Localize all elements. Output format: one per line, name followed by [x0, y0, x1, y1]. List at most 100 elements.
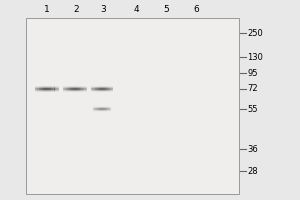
Bar [100, 91, 101, 92]
Bar [104, 87, 105, 88]
Bar [46, 89, 47, 90]
Bar [110, 86, 111, 87]
Bar [96, 86, 97, 87]
Bar [86, 89, 87, 90]
Bar [110, 87, 111, 88]
Bar [68, 89, 69, 90]
Bar [95, 86, 96, 87]
Bar [104, 90, 105, 91]
Bar [108, 91, 109, 92]
Bar [35, 89, 36, 90]
Bar [63, 86, 64, 87]
Bar [100, 91, 101, 92]
Bar [36, 87, 37, 88]
Bar [85, 86, 86, 87]
Bar [75, 86, 76, 87]
Bar [51, 91, 52, 92]
Bar [92, 91, 93, 92]
Bar [101, 88, 102, 89]
Bar [65, 91, 66, 92]
Bar [39, 86, 40, 87]
Bar [50, 88, 51, 89]
Bar [77, 88, 78, 89]
Bar [82, 91, 83, 92]
Bar [94, 88, 95, 89]
Bar [68, 88, 69, 89]
Bar [52, 90, 53, 91]
Bar [38, 91, 39, 92]
Bar [96, 91, 97, 92]
Bar [99, 86, 100, 87]
Bar [40, 90, 41, 91]
Bar [92, 87, 93, 88]
Bar [38, 88, 39, 89]
Bar [100, 86, 101, 87]
Bar [78, 87, 79, 88]
Bar [92, 86, 93, 87]
Bar [53, 91, 54, 92]
Bar [70, 86, 71, 87]
Bar [84, 86, 85, 87]
Text: 1: 1 [44, 4, 50, 14]
Bar [53, 90, 54, 91]
Bar [106, 90, 107, 91]
Bar [41, 89, 42, 90]
Bar [52, 86, 53, 87]
Bar [45, 89, 46, 90]
Bar [40, 91, 41, 92]
Bar [57, 90, 58, 91]
Bar [112, 90, 113, 91]
Bar [43, 91, 44, 92]
Bar [97, 91, 98, 92]
Bar [50, 91, 51, 92]
Bar [107, 89, 108, 90]
Bar [72, 90, 73, 91]
Bar [79, 88, 80, 89]
Bar [52, 91, 53, 92]
Bar [102, 90, 103, 91]
Bar [112, 87, 113, 88]
Bar [94, 89, 95, 90]
Bar [53, 88, 54, 89]
Bar [74, 90, 75, 91]
Bar [51, 90, 52, 91]
Bar [55, 86, 56, 87]
Bar [97, 89, 98, 90]
Bar [50, 90, 51, 91]
Bar [65, 90, 66, 91]
Bar [36, 86, 37, 87]
Bar [63, 87, 64, 88]
Bar [96, 90, 97, 91]
Bar [34, 90, 35, 91]
Bar [105, 86, 106, 87]
Bar [98, 89, 99, 90]
Bar [73, 90, 74, 91]
Bar [105, 89, 106, 90]
Bar [101, 87, 102, 88]
Bar [96, 88, 97, 89]
Bar [110, 89, 111, 90]
Text: 55: 55 [248, 104, 258, 114]
Bar [98, 91, 99, 92]
Bar [64, 90, 65, 91]
Bar [81, 90, 82, 91]
Bar [100, 90, 101, 91]
Bar [108, 90, 109, 91]
Bar [68, 91, 69, 92]
Bar [43, 88, 44, 89]
Bar [64, 89, 65, 90]
Bar [48, 91, 49, 92]
Bar [48, 88, 49, 89]
Bar [64, 88, 65, 89]
Bar [66, 88, 67, 89]
Bar [92, 88, 93, 89]
Bar [48, 90, 49, 91]
Bar [36, 88, 37, 89]
Bar [100, 88, 101, 89]
Bar [84, 88, 85, 89]
Bar [99, 91, 100, 92]
Bar [106, 89, 107, 90]
Bar [96, 89, 97, 90]
Bar [67, 90, 68, 91]
Bar [93, 91, 94, 92]
